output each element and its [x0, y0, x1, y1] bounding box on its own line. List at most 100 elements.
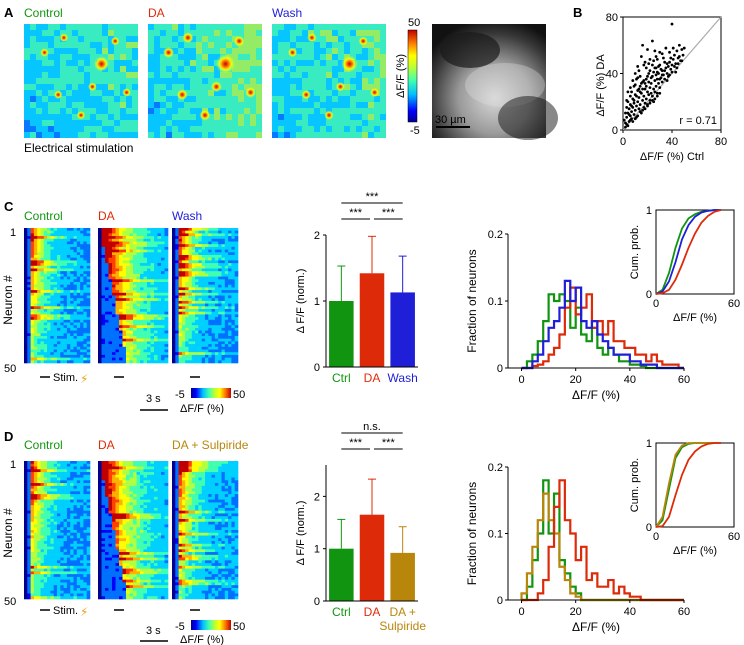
heatmap-cell	[73, 300, 78, 304]
heatmap-cell	[221, 349, 226, 353]
map-pixel	[172, 126, 178, 132]
map-pixel	[36, 114, 42, 120]
heatmap-cell	[185, 360, 189, 364]
heatmap-cell	[157, 360, 162, 364]
heatmap-cell	[108, 279, 113, 283]
heatmap-cell	[136, 344, 141, 348]
heatmap-cell	[86, 472, 91, 476]
map-pixel	[250, 36, 256, 42]
heatmap-cell	[228, 344, 232, 348]
heatmap-cell	[80, 271, 84, 275]
heatmap-cell	[143, 322, 148, 326]
heatmap-cell	[188, 228, 193, 231]
heatmap-cell	[76, 284, 81, 288]
heatmap-cell	[66, 535, 71, 539]
heatmap-cell	[47, 472, 51, 476]
map-pixel	[338, 108, 344, 114]
heatmap-cell	[37, 532, 41, 536]
heatmap-cell	[27, 466, 31, 470]
heatmap-cell	[83, 474, 87, 478]
heatmap-cell	[37, 518, 41, 523]
scatter-point	[644, 84, 648, 88]
heatmap-cell	[37, 257, 41, 261]
heatmap-cell	[101, 317, 106, 321]
heatmap-cell	[30, 499, 35, 503]
heatmap-cell	[63, 268, 68, 272]
heatmap-cell	[143, 303, 148, 307]
heatmap-cell	[122, 228, 127, 231]
heatmap-cell	[60, 255, 64, 258]
heatmap-cell	[112, 263, 116, 267]
heatmap-cell	[105, 279, 109, 283]
heatmap-cell	[188, 354, 193, 358]
heatmap-cell	[126, 311, 130, 315]
heatmap-cell	[119, 357, 123, 361]
heatmap-cell	[234, 352, 239, 356]
heatmap-cell	[228, 241, 232, 245]
heatmap-cell	[98, 246, 102, 250]
heatmap-cell	[224, 349, 229, 353]
map-pixel	[72, 114, 78, 120]
heatmap-cell	[221, 284, 226, 288]
active-cell-spot	[324, 110, 334, 120]
heatmap-cell	[126, 249, 130, 253]
heatmap-cell	[63, 325, 68, 329]
heatmap-cell	[30, 233, 35, 237]
map-pixel	[154, 72, 160, 78]
heatmap-cell	[224, 330, 229, 334]
heatmap-cell	[105, 306, 109, 310]
heatmap-cell	[105, 246, 109, 250]
heatmap-cell	[115, 300, 120, 304]
heatmap-cell	[86, 230, 91, 234]
heatmap-cell	[27, 263, 31, 267]
map-pixel	[172, 30, 178, 36]
heatmap-cell	[101, 238, 106, 242]
heatmap-cell	[172, 292, 176, 296]
heatmap-cell	[70, 518, 74, 523]
map-pixel	[226, 48, 232, 54]
heatmap-cell	[119, 276, 123, 280]
heatmap-cell	[60, 349, 64, 353]
heatmap-cell	[24, 276, 28, 280]
map-pixel	[72, 96, 78, 102]
map-pixel	[126, 24, 132, 30]
heatmap-cell	[98, 306, 102, 310]
heatmap-cell	[73, 284, 78, 288]
heatmap-cell	[105, 273, 109, 277]
heatmap-cell	[154, 284, 158, 288]
heatmap-cell	[108, 317, 113, 321]
heatmap-cell	[66, 360, 71, 364]
map-pixel	[172, 54, 178, 60]
heatmap-cell	[60, 311, 64, 315]
heatmap-cell	[214, 284, 219, 288]
map-pixel	[272, 72, 278, 78]
map-pixel	[154, 84, 160, 90]
map-pixel	[362, 66, 368, 72]
map-pixel	[154, 120, 160, 126]
heatmap-cell	[154, 265, 158, 269]
heatmap-cell	[66, 469, 71, 473]
heatmap-cell	[195, 287, 199, 291]
heatmap-cell	[57, 244, 61, 248]
heatmap-cell	[126, 260, 130, 264]
heatmap-cell	[154, 290, 158, 294]
map-pixel	[72, 60, 78, 66]
heatmap-cell	[195, 306, 199, 310]
map-pixel	[272, 132, 278, 138]
heatmap-cell	[172, 260, 176, 264]
heatmap-cell	[231, 298, 235, 302]
heatmap-cell	[178, 314, 183, 318]
heatmap-cell	[30, 338, 35, 342]
heatmap-cell	[122, 306, 127, 310]
heatmap-cell	[218, 241, 222, 245]
heatmap-cell	[50, 252, 54, 256]
heatmap-cell	[154, 268, 158, 272]
heatmap-cell	[101, 338, 106, 342]
map-pixel	[214, 48, 220, 54]
heatmap-cell	[164, 319, 169, 323]
map-pixel	[172, 120, 178, 126]
heatmap-cell	[221, 306, 226, 310]
heatmap-cell	[30, 357, 35, 361]
heatmap-cell	[24, 314, 28, 318]
map-pixel	[178, 120, 184, 126]
